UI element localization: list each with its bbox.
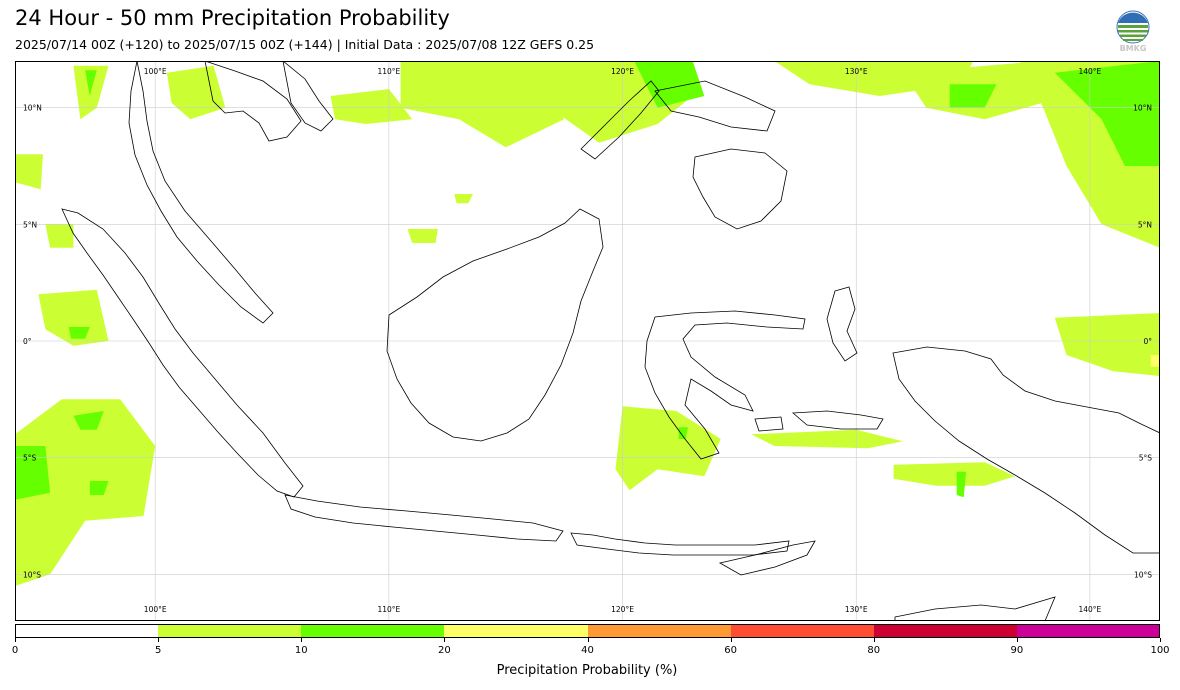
precip-region-west-sumatra-core [68,327,90,339]
lon-label-bottom: 140°E [1078,605,1101,614]
colorbar-segment [15,624,159,638]
colorbar-tick-mark [1016,638,1018,642]
colorbar-segment [873,624,1017,638]
lon-label-top: 100°E [144,67,167,76]
logo-text: BMKG [1119,44,1147,53]
precip-region-papua-n [1054,313,1160,376]
precip-region-north-scs [330,89,413,124]
lon-label-bottom: 100°E [144,605,167,614]
precip-region-andaman-sea [73,65,109,120]
malay-peninsula-coast [128,61,274,324]
precip-region-borneo-nw [407,229,438,243]
colorbar-segment [587,624,731,638]
precip-region-north-central [400,61,565,148]
indochina-coast [204,61,302,142]
buru-coast [754,416,784,432]
precip-region-indian-ocean-sw [15,399,156,586]
colorbar-tick-label: 5 [154,645,162,656]
page-subtitle: 2025/07/14 00Z (+120) to 2025/07/15 00Z … [15,37,595,52]
colorbar-segment [158,624,302,638]
lon-label-bottom: 120°E [611,605,634,614]
colorbar [15,624,1160,638]
precip-region-papua-ne-high [1150,355,1160,367]
lon-label-top: 140°E [1078,67,1101,76]
lat-label-right: 5°S [1139,454,1153,463]
precip-region-seram-papua [751,429,903,449]
precip-region-indian-ocean-core-3 [89,481,109,495]
precip-region-far-east-core [1054,61,1160,166]
axis-labels: 100°E 100°E 110°E 110°E 120°E 120°E 130°E 130°E… [23,67,1152,614]
precip-region-indian-ocean-core-1 [15,446,51,500]
colorbar-tick-mark [301,638,303,642]
lon-label-top: 130°E [845,67,868,76]
colorbar-tick-mark [15,638,16,642]
colorbar-label: Precipitation Probability (%) [496,663,678,678]
australia-coast [894,596,1056,621]
precip-region-pacific-ne-core [949,84,997,108]
timor-coast [718,540,816,576]
precip-region-west-sumatra-2 [45,224,74,248]
colorbar-segment [301,624,445,638]
precip-region-thailand-gulf [166,65,226,120]
precip-region-philippines-core [634,61,705,108]
lat-label-left: 5°N [23,220,37,229]
precip-region-indian-ocean-core-2 [73,411,104,430]
lat-label-left: 0° [23,337,32,346]
coastline-layer [61,61,1160,621]
colorbar-tick-mark [444,638,446,642]
visayas-coast [654,80,776,132]
colorbar-tick-label: 40 [581,645,594,656]
lat-label-right: 10°N [1133,104,1152,113]
colorbar-tick-mark [730,638,732,642]
precip-region-borneo-w [454,194,473,204]
lon-label-bottom: 110°E [377,605,400,614]
colorbar-tick-label: 20 [438,645,451,656]
new-guinea-coast [892,346,1160,554]
precip-region-west-sumatra-3 [38,289,109,346]
colorbar-tick-label: 80 [867,645,881,656]
vietnam-coast [282,61,334,132]
graticule [15,61,1160,621]
colorbar-tick-label: 90 [1010,645,1024,656]
lat-label-right: 0° [1143,337,1152,346]
palawan-coast [580,80,660,160]
colorbar-segment [730,624,874,638]
map-frame [15,61,1160,621]
borneo-coast [386,208,604,442]
lon-label-top: 120°E [611,67,634,76]
precip-region-west-sumatra-1 [15,154,43,190]
precip-region-andaman-core [85,70,97,96]
lat-label-left: 10°N [23,104,42,113]
mindanao-coast [692,148,788,230]
precip-region-arafura [893,462,1016,486]
colorbar-segment [444,624,588,638]
colorbar-tick-mark [873,638,875,642]
colorbar-tick-mark [158,638,160,642]
halmahera-coast [826,286,858,362]
colorbar-tick-label: 60 [724,645,737,656]
sumatra-coast [61,208,304,498]
java-coast [284,494,564,542]
precip-region-aru-core [956,471,967,498]
bmkg-logo-icon: BMKG [1114,10,1152,56]
lon-label-bottom: 130°E [845,605,868,614]
lat-label-left: 5°S [23,454,37,463]
colorbar-tick-mark [587,638,589,642]
lat-label-right: 5°N [1138,220,1152,229]
precipitation-map: 100°E 100°E 110°E 110°E 120°E 120°E 130°E 130°E… [15,61,1160,621]
colorbar-tick-label: 10 [294,645,308,656]
sulawesi-coast [644,310,806,460]
precip-region-banda-sea [615,406,721,491]
lat-label-right: 10°S [1134,570,1152,579]
colorbar-segment [1016,624,1160,638]
seram-coast [791,410,884,430]
colorbar-tick-mark [1160,638,1161,642]
precip-region-banda-core [678,427,688,439]
lon-label-top: 110°E [377,67,400,76]
colorbar-tick-label: 0 [11,645,19,656]
lat-label-left: 10°S [23,570,41,579]
colorbar-tick-label: 100 [1150,645,1170,656]
page-title: 24 Hour - 50 mm Precipitation Probabilit… [15,6,450,30]
